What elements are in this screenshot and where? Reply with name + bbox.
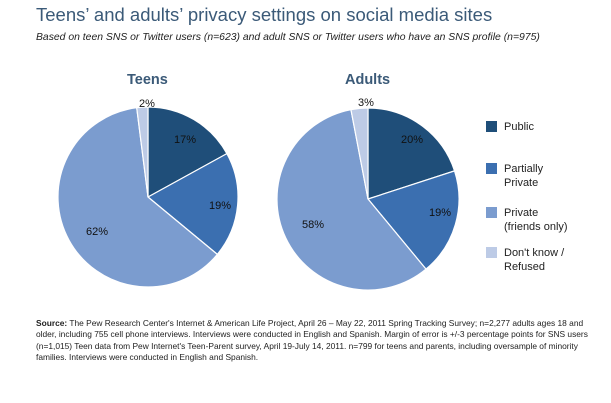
pie-slice-private — [57, 107, 219, 288]
pie-slice-dont-know — [136, 106, 149, 198]
legend-label-private: Private (friends only) — [504, 207, 568, 233]
pie-slice-public — [367, 107, 456, 200]
legend-swatch-partially-private — [486, 163, 497, 174]
legend-swatch-private — [486, 207, 497, 218]
data-label-public: 17% — [174, 134, 196, 146]
pie-title-teens: Teens — [127, 72, 168, 88]
pie-teens: 17% 19% 62% 2% — [57, 98, 239, 288]
source-label: Source: — [36, 318, 68, 328]
legend-item-dont-know: Don't know / Refused — [486, 246, 564, 274]
data-label-partially-private: 19% — [209, 200, 231, 212]
data-label-private: 62% — [86, 226, 108, 238]
legend-item-partially-private: Partially Private — [486, 162, 543, 190]
pie-slice-partially-private — [146, 152, 239, 256]
legend-label-public: Public — [504, 121, 534, 133]
data-label-dont-know: 3% — [358, 97, 374, 109]
source-note: Source: The Pew Research Center's Intern… — [36, 318, 601, 364]
data-label-dont-know: 2% — [139, 98, 155, 110]
data-label-partially-private: 19% — [429, 207, 451, 219]
pie-slice-public — [147, 106, 228, 199]
legend-swatch-dont-know — [486, 247, 497, 258]
chart-title: Teens’ and adults’ privacy settings on s… — [36, 4, 493, 25]
pie-title-adults: Adults — [345, 72, 391, 88]
pie-adults: 20% 19% 58% 3% — [276, 97, 460, 291]
pie-slice-private — [276, 108, 427, 291]
pie-slice-partially-private — [366, 170, 460, 270]
legend-swatch-public — [486, 121, 497, 132]
chart-subtitle: Based on teen SNS or Twitter users (n=62… — [36, 32, 540, 43]
legend-label-partially-private: Partially Private — [504, 163, 544, 189]
data-label-public: 20% — [401, 134, 423, 146]
legend-item-private: Private (friends only) — [486, 206, 568, 234]
legend-item-public: Public — [486, 120, 534, 134]
pie-slice-dont-know — [350, 107, 369, 200]
data-label-private: 58% — [302, 219, 324, 231]
source-text: The Pew Research Center's Internet & Ame… — [36, 318, 588, 363]
legend-label-dont-know: Don't know / Refused — [504, 247, 565, 273]
